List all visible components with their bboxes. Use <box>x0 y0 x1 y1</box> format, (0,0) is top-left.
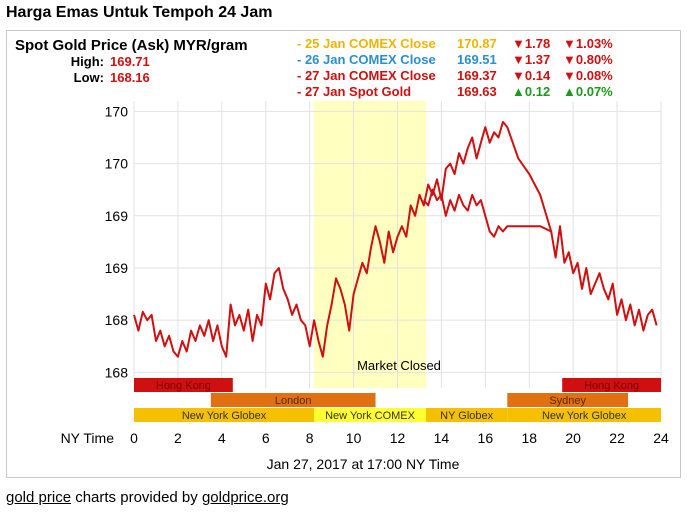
quote-label: - 26 Jan COMEX Close <box>297 52 436 67</box>
y-tick-label: 169 <box>105 260 129 276</box>
page-title: Harga Emas Untuk Tempoh 24 Jam <box>6 4 273 21</box>
session-label: New York Globex <box>182 410 267 422</box>
x-tick-label: 10 <box>346 430 362 446</box>
high-label: High: <box>71 54 104 69</box>
y-tick-label: 168 <box>105 312 129 328</box>
gold-price-chart: Spot Gold Price (Ask) MYR/gram High: 169… <box>15 36 669 472</box>
quote-row: - 27 Jan COMEX Close 169.37 ▼0.14 ▼0.08% <box>297 68 613 83</box>
x-tick-label: 0 <box>130 430 138 446</box>
session-bar <box>134 408 315 422</box>
x-tick-label: 8 <box>306 430 314 446</box>
quote-change: ▼0.14 <box>512 68 551 83</box>
session-bar <box>210 393 376 407</box>
x-tick-label: 20 <box>565 430 581 446</box>
x-tick-label: 4 <box>218 430 226 446</box>
quote-label: - 27 Jan Spot Gold <box>297 84 411 99</box>
session-bar <box>314 408 427 422</box>
quote-change: ▲0.12 <box>512 84 550 99</box>
quote-percent: ▲0.07% <box>563 84 613 99</box>
quote-list: - 25 Jan COMEX Close 170.87 ▼1.78 ▼1.03%- 2… <box>297 36 613 99</box>
session-label: New York COMEX <box>325 410 416 422</box>
session-label: New York Globex <box>542 410 627 422</box>
session-bar <box>134 378 233 392</box>
y-tick-label: 169 <box>105 208 129 224</box>
session-bar <box>507 408 661 422</box>
quote-change: ▼1.78 <box>512 36 550 51</box>
goldprice-org-link[interactable]: goldprice.org <box>201 489 289 506</box>
quote-row: - 27 Jan Spot Gold 169.63 ▲0.12 ▲0.07% <box>297 84 613 99</box>
quote-row: - 26 Jan COMEX Close 169.51 ▼1.37 ▼0.80% <box>297 52 613 67</box>
x-tick-label: 12 <box>390 430 406 446</box>
session-label: Hong Kong <box>584 380 639 392</box>
session-bar <box>562 378 661 392</box>
quote-label: - 25 Jan COMEX Close <box>297 36 436 51</box>
session-bar <box>426 408 508 422</box>
footer-text: charts provided by <box>71 489 202 506</box>
session-bar <box>507 393 629 407</box>
session-label: Sydney <box>549 395 586 407</box>
session-label: Hong Kong <box>156 380 211 392</box>
low-label: Low: <box>74 70 104 85</box>
price-line-2 <box>423 188 552 238</box>
trading-sessions: Hong Kong Hong Kong London Sydney New York G… <box>134 378 661 422</box>
y-tick-label: 170 <box>105 103 129 119</box>
chart-subtitle: Jan 27, 2017 at 17:00 NY Time <box>267 456 460 472</box>
quote-percent: ▼0.08% <box>563 68 613 83</box>
session-label: NY Globex <box>440 410 493 422</box>
y-tick-label: 168 <box>105 364 129 380</box>
quote-label: - 27 Jan COMEX Close <box>297 68 436 83</box>
y-tick-label: 170 <box>105 156 129 172</box>
quote-value: 169.37 <box>457 68 497 83</box>
quote-percent: ▼1.03% <box>563 36 613 51</box>
quote-percent: ▼0.80% <box>563 52 613 67</box>
chart-title: Spot Gold Price (Ask) MYR/gram <box>15 37 248 54</box>
price-line-1 <box>133 120 658 358</box>
x-axis-label: NY Time <box>61 430 115 446</box>
low-value: 168.16 <box>110 70 150 85</box>
footer-credit: gold price charts provided by goldprice.… <box>6 489 289 506</box>
quote-row: - 25 Jan COMEX Close 170.87 ▼1.78 ▼1.03% <box>297 36 613 51</box>
x-tick-label: 16 <box>478 430 494 446</box>
quote-value: 169.63 <box>457 84 497 99</box>
x-tick-label: 18 <box>521 430 537 446</box>
market-closed-label: Market Closed <box>357 358 441 373</box>
quote-change: ▼1.37 <box>512 52 550 67</box>
x-tick-label: 14 <box>434 430 450 446</box>
chart-frame: Spot Gold Price (Ask) MYR/gram High: 169… <box>6 30 681 478</box>
x-tick-label: 22 <box>609 430 625 446</box>
x-tick-label: 24 <box>653 430 669 446</box>
high-value: 169.71 <box>110 54 150 69</box>
market-closed-band <box>314 101 427 388</box>
x-tick-label: 6 <box>262 430 270 446</box>
x-tick-label: 2 <box>174 430 182 446</box>
session-label: London <box>275 395 312 407</box>
quote-value: 170.87 <box>457 36 497 51</box>
gold-price-link[interactable]: gold price <box>6 489 72 506</box>
quote-value: 169.51 <box>457 52 497 67</box>
